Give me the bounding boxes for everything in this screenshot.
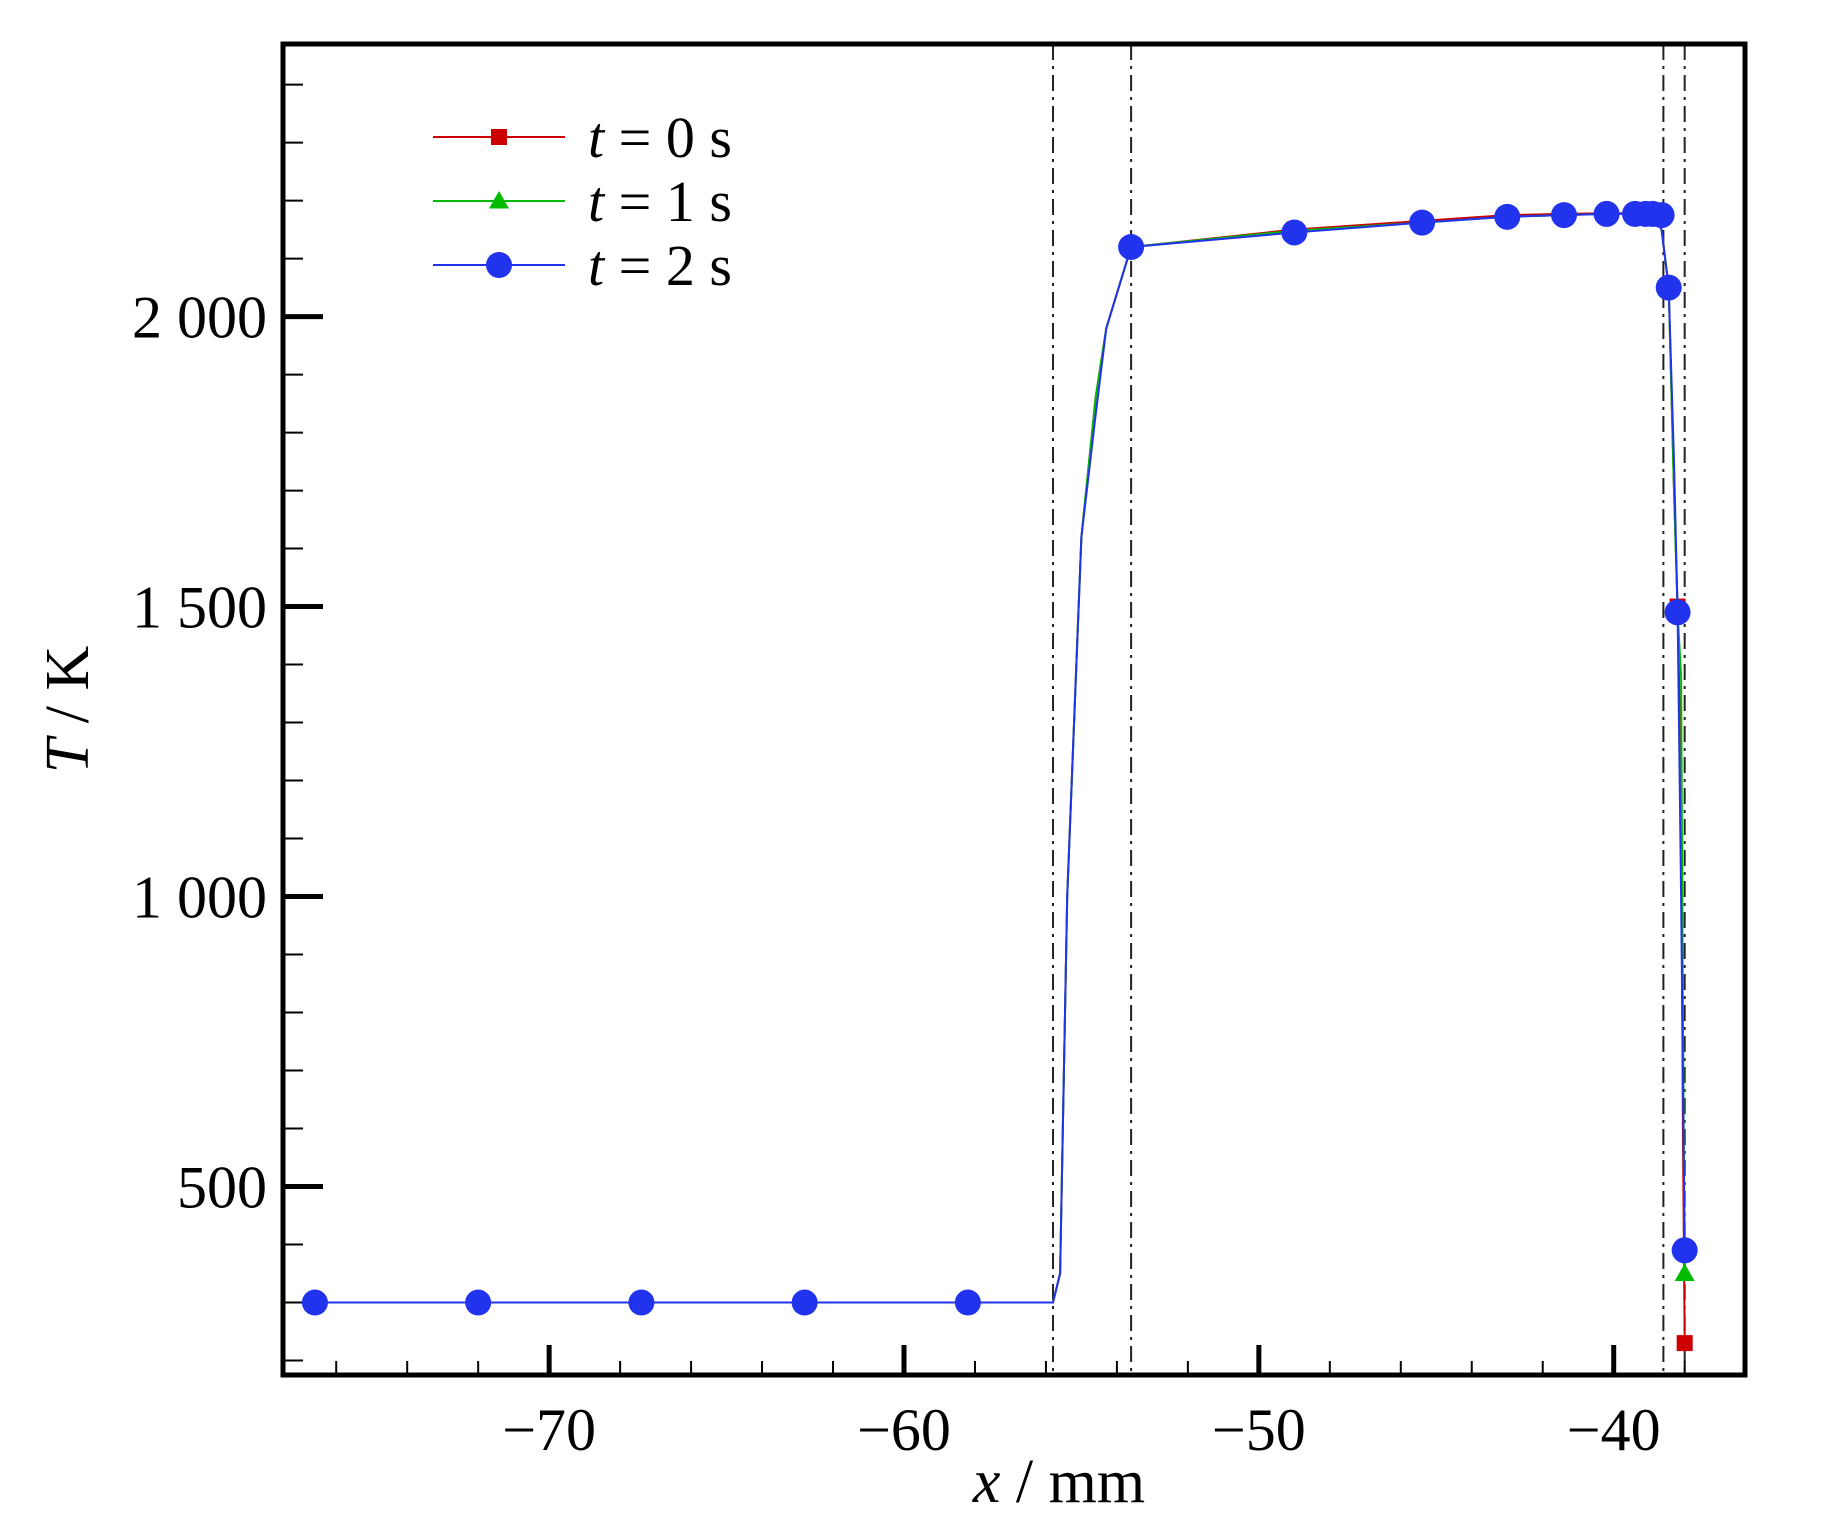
series-3-point-7: [1281, 219, 1308, 246]
legend: t = 0 st = 1 st = 2 s: [433, 105, 732, 298]
series-3-point-6: [1118, 233, 1145, 260]
legend-label-variable: t: [588, 169, 606, 234]
legend-label-value: = 1 s: [604, 169, 732, 234]
plot-frame: [280, 41, 1748, 1378]
x-tick-label: −60: [857, 1397, 951, 1463]
legend-entry-3: t = 2 s: [433, 233, 732, 298]
series-3-point-9: [1494, 203, 1521, 230]
series-1-point-18: [1676, 1335, 1693, 1352]
legend-label-2: t = 1 s: [588, 169, 732, 234]
legend-label-variable: t: [588, 233, 606, 298]
legend-label-3: t = 2 s: [588, 233, 732, 298]
x-axis-unit: / mm: [1000, 1448, 1145, 1516]
legend-label-value: = 2 s: [604, 233, 732, 298]
series-3-point-8: [1409, 209, 1436, 236]
series-3-point-2: [465, 1289, 492, 1316]
legend-label-variable: t: [588, 105, 606, 170]
legend-label-1: t = 0 s: [588, 105, 732, 170]
series-layer: [301, 200, 1698, 1352]
series-3-point-11: [1593, 200, 1620, 227]
series-3-point-10: [1551, 202, 1578, 229]
series-3-point-18: [1671, 1237, 1698, 1264]
legend-marker-3: [486, 252, 512, 278]
series-3-point-16: [1655, 274, 1682, 301]
series-3-point-15: [1648, 202, 1675, 229]
tick-labels: −70 −60 −50 −40 500 1 000 1 500 2 000: [132, 285, 1661, 1463]
x-tick-label: −40: [1567, 1397, 1661, 1463]
x-tick-label: −70: [502, 1397, 596, 1463]
y-tick-label: 500: [177, 1155, 267, 1221]
series-3-point-1: [301, 1289, 328, 1316]
legend-entry-2: t = 1 s: [433, 169, 732, 234]
y-axis-title: T / K: [34, 646, 102, 774]
y-axis-variable: T: [34, 734, 102, 773]
series-3: [301, 200, 1698, 1316]
x-axis-variable: x: [972, 1448, 1001, 1516]
x-axis-title: x / mm: [972, 1448, 1145, 1516]
major-ticks: [283, 314, 1617, 1375]
series-3-point-17: [1664, 599, 1691, 626]
series-3-point-4: [791, 1289, 818, 1316]
y-tick-label: 1 500: [132, 575, 267, 641]
x-tick-label: −50: [1212, 1397, 1306, 1463]
series-3-point-3: [628, 1289, 655, 1316]
y-tick-label: 1 000: [132, 865, 267, 931]
legend-marker-2: [489, 191, 509, 209]
legend-entry-1: t = 0 s: [433, 105, 732, 170]
series-2-point-18: [1674, 1263, 1695, 1282]
series-3-point-5: [954, 1289, 981, 1316]
y-axis-unit: / K: [34, 646, 102, 739]
y-tick-label: 2 000: [132, 285, 267, 351]
legend-label-value: = 0 s: [604, 105, 732, 170]
legend-marker-1: [491, 129, 507, 145]
